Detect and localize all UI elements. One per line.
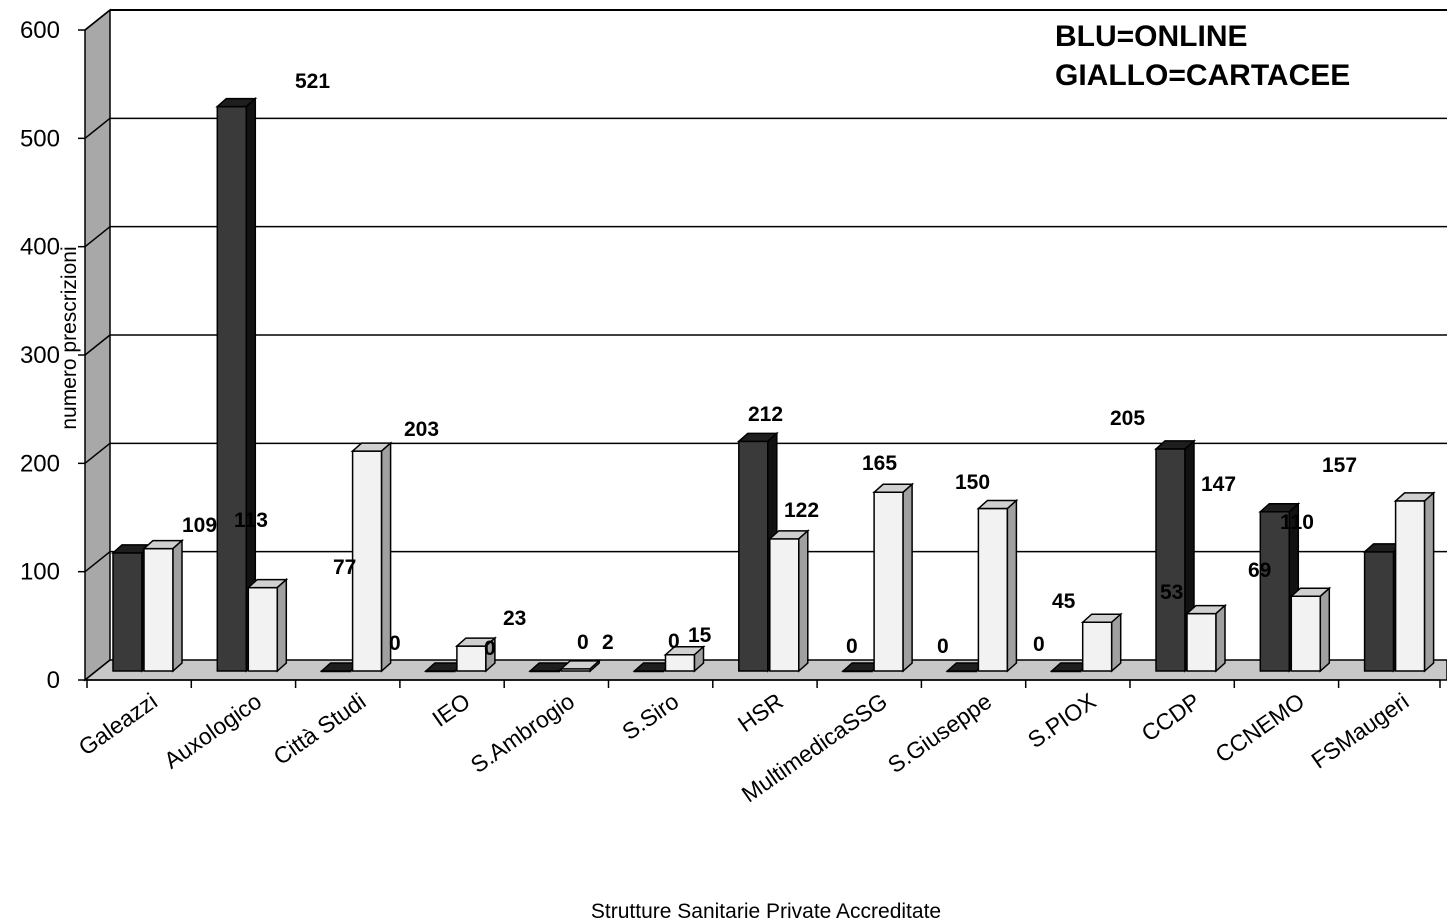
bar-side: [1319, 586, 1331, 673]
x-category-label: HSR: [733, 688, 788, 737]
wall-gridline: [84, 226, 111, 248]
y-tick-label: 200: [20, 450, 60, 477]
y-tick-label: 500: [20, 125, 60, 152]
y-tick-label: 600: [20, 17, 60, 44]
bar-front: [1259, 511, 1291, 672]
bar-front: [351, 450, 383, 672]
bar-side: [485, 636, 496, 673]
data-label: 0: [389, 632, 401, 655]
bar-front: [1363, 551, 1395, 672]
data-label: 122: [784, 499, 819, 522]
bar-front: [664, 654, 696, 672]
bar-front: [1155, 448, 1186, 672]
data-label: 203: [404, 418, 439, 441]
data-label: 15: [688, 624, 712, 647]
legend: BLU=ONLINE GIALLO=CARTACEE: [1055, 20, 1350, 92]
legend-line-2: GIALLO=CARTACEE: [1055, 59, 1350, 92]
bar-side: [902, 482, 913, 673]
bar-front: [1081, 621, 1113, 672]
data-label: 157: [1322, 454, 1357, 477]
data-label: 69: [1248, 559, 1271, 582]
bar-side: [589, 659, 600, 673]
data-label: 53: [1160, 581, 1183, 604]
bar-front: [1186, 612, 1217, 672]
bar-side: [1215, 603, 1226, 673]
data-label: 113: [234, 509, 268, 532]
x-axis-title: Strutture Sanitarie Private Accreditate: [591, 900, 941, 923]
data-label: 77: [333, 556, 356, 579]
data-label: 0: [484, 637, 496, 660]
x-category-label: Galeazzi: [74, 688, 162, 761]
x-category-label: CCNEMO: [1211, 688, 1310, 768]
data-label: 0: [937, 635, 949, 658]
bar-side: [276, 577, 288, 673]
x-category-label: FSMaugeri: [1306, 688, 1413, 774]
y-tick-label: 300: [20, 342, 60, 369]
data-label: 212: [748, 403, 783, 426]
bar-front: [456, 645, 487, 672]
wall-gridline: [84, 442, 111, 464]
y-tick-label: 400: [20, 234, 60, 261]
bar-side: [1423, 491, 1435, 673]
data-label: 109: [182, 514, 217, 537]
data-label: 110: [1280, 511, 1314, 534]
y-axis-title: numero prescrizioni: [58, 246, 81, 429]
bar-side: [1006, 498, 1018, 673]
x-category-label: S.Ambrogio: [466, 688, 579, 778]
bar-front: [873, 491, 904, 672]
x-category-label: S.Giuseppe: [883, 688, 996, 778]
data-label: 150: [955, 471, 990, 494]
x-category-label: CCDP: [1137, 688, 1205, 747]
bars: [111, 96, 1436, 673]
x-category-label: S.PIOX: [1023, 688, 1101, 753]
bar-front: [112, 552, 143, 672]
bar-front: [247, 586, 279, 672]
wall-gridline: [84, 334, 111, 356]
bar-front: [769, 538, 800, 672]
bar-side: [798, 529, 809, 673]
x-category-label: Città Studi: [269, 688, 371, 770]
legend-line-1: BLU=ONLINE: [1055, 20, 1248, 53]
x-category-label: Auxologico: [159, 688, 266, 774]
x-category-label: IEO: [427, 688, 474, 732]
data-label: 0: [1033, 633, 1045, 656]
bar-front: [1394, 500, 1426, 672]
bar-front: [143, 547, 174, 672]
y-tick-label: 0: [47, 667, 60, 694]
bar-side: [693, 645, 705, 673]
bar-side: [380, 441, 392, 673]
bar-front: [977, 507, 1009, 672]
bar-side: [1110, 612, 1122, 673]
data-label: 147: [1201, 473, 1236, 496]
bar-front: [1290, 595, 1322, 672]
data-label: 521: [295, 70, 330, 93]
bar-front: [738, 440, 769, 672]
data-label: 45: [1052, 590, 1076, 613]
wall-gridline: [84, 9, 111, 31]
bar-front: [216, 105, 248, 672]
data-label: 0: [668, 630, 680, 653]
data-label: 23: [503, 607, 526, 630]
wall-gridline: [84, 117, 111, 139]
data-label: 0: [846, 635, 858, 658]
data-label: 165: [862, 452, 897, 475]
y-tick-label: 100: [20, 559, 60, 586]
gridlines: [84, 9, 1447, 573]
data-label: 2: [602, 631, 614, 654]
wall-gridline: [84, 551, 111, 573]
data-label: 0: [577, 631, 589, 654]
x-category-label: S.Siro: [617, 688, 683, 745]
data-label: 205: [1110, 407, 1145, 430]
bar-side: [172, 538, 183, 673]
